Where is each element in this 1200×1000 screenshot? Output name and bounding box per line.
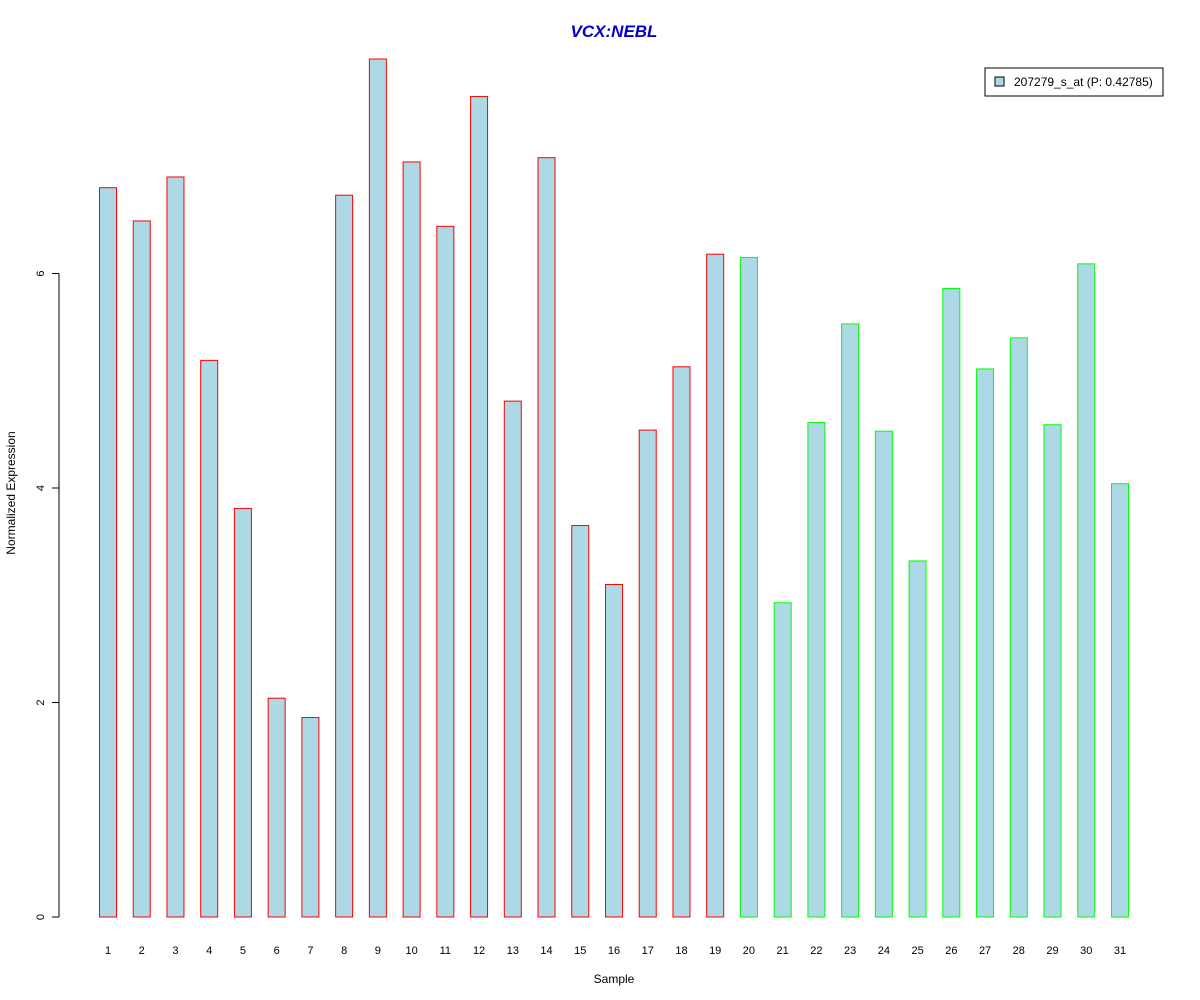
bar-sample-15 (571, 525, 590, 918)
x-tick-label: 24 (878, 945, 890, 957)
x-tick-label: 15 (574, 945, 586, 957)
x-tick-label: 29 (1046, 945, 1058, 957)
x-tick-label: 14 (540, 945, 552, 957)
bar-sample-18 (672, 366, 691, 918)
y-tick-label: 6 (35, 270, 47, 276)
bar-sample-29 (1043, 424, 1062, 918)
bar-sample-13 (503, 400, 522, 918)
x-tick-label: 1 (105, 945, 111, 957)
bar-sample-27 (976, 368, 995, 918)
bar-sample-1 (99, 187, 117, 918)
x-tick-label: 4 (206, 945, 212, 957)
x-tick-label: 28 (1013, 945, 1025, 957)
legend-swatch (994, 76, 1005, 87)
legend: 207279_s_at (P: 0.42785) (984, 67, 1164, 97)
bar-sample-24 (874, 430, 893, 918)
x-tick-label: 30 (1080, 945, 1092, 957)
bar-sample-25 (908, 560, 927, 918)
chart-title: VCX:NEBL (571, 22, 658, 41)
bar-sample-23 (841, 323, 860, 918)
x-tick-label: 7 (307, 945, 313, 957)
y-tick-label: 4 (35, 485, 47, 491)
x-tick-label: 20 (743, 945, 755, 957)
x-tick-label: 9 (375, 945, 381, 957)
x-tick-label: 27 (979, 945, 991, 957)
x-tick-label: 8 (341, 945, 347, 957)
bar-sample-17 (638, 429, 657, 918)
bar-sample-5 (233, 507, 252, 918)
bar-sample-4 (200, 359, 219, 918)
bar-sample-26 (942, 288, 961, 918)
x-tick-label: 6 (274, 945, 280, 957)
x-tick-label: 16 (608, 945, 620, 957)
bar-sample-19 (706, 253, 725, 918)
y-axis: 0 2 4 6 (35, 270, 60, 920)
x-tick-label: 25 (911, 945, 923, 957)
x-tick-label: 23 (844, 945, 856, 957)
x-tick-label: 13 (507, 945, 519, 957)
x-tick-label: 11 (440, 945, 451, 957)
bar-sample-28 (1009, 337, 1028, 918)
x-tick-label: 19 (709, 945, 721, 957)
bar-sample-14 (537, 157, 556, 918)
x-tick-label: 26 (945, 945, 957, 957)
bar-sample-2 (132, 220, 151, 918)
x-tick-label: 5 (240, 945, 246, 957)
bar-sample-9 (368, 58, 387, 918)
bars (99, 58, 1129, 918)
bar-sample-16 (605, 584, 623, 918)
x-tick-label: 18 (675, 945, 687, 957)
bar-sample-10 (402, 161, 421, 918)
x-tick-labels: 1 2 3 4 5 6 7 8 9 10 11 12 13 14 15 16 17 18 19 20 21 22 23 24 2… (105, 945, 1126, 957)
bar-sample-21 (773, 602, 792, 918)
x-tick-label: 17 (642, 945, 654, 957)
bar-sample-7 (301, 717, 320, 918)
x-tick-label: 22 (810, 945, 822, 957)
bar-sample-22 (807, 422, 826, 918)
bar-sample-8 (335, 194, 354, 918)
x-tick-label: 2 (139, 945, 145, 957)
x-axis-label: Sample (594, 972, 635, 986)
y-tick-label: 2 (35, 699, 47, 705)
legend-box (984, 67, 1164, 97)
x-tick-label: 10 (405, 945, 417, 957)
bar-sample-3 (166, 176, 185, 918)
bar-sample-11 (436, 225, 455, 918)
x-tick-label: 12 (473, 945, 485, 957)
bar-sample-20 (739, 256, 758, 918)
x-tick-label: 31 (1114, 945, 1126, 957)
bar-sample-6 (267, 697, 286, 918)
x-tick-label: 21 (777, 945, 789, 957)
bar-sample-12 (470, 96, 489, 918)
bar-sample-30 (1077, 263, 1096, 918)
bar-sample-31 (1111, 483, 1129, 918)
x-tick-label: 3 (172, 945, 178, 957)
y-tick-label: 0 (35, 914, 47, 920)
legend-label: 207279_s_at (P: 0.42785) (1014, 75, 1153, 89)
y-axis-label: Normalized Expression (4, 431, 18, 554)
